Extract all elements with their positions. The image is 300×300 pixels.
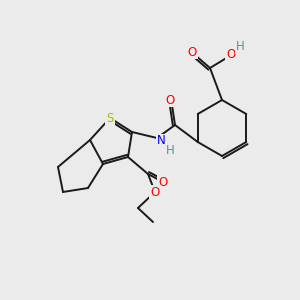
- Text: O: O: [158, 176, 168, 188]
- Text: H: H: [166, 143, 174, 157]
- Text: O: O: [165, 94, 175, 106]
- Text: N: N: [157, 134, 165, 148]
- Text: S: S: [106, 112, 114, 124]
- Text: O: O: [188, 46, 196, 59]
- Text: O: O: [150, 185, 160, 199]
- Text: O: O: [226, 47, 236, 61]
- Text: H: H: [236, 40, 244, 53]
